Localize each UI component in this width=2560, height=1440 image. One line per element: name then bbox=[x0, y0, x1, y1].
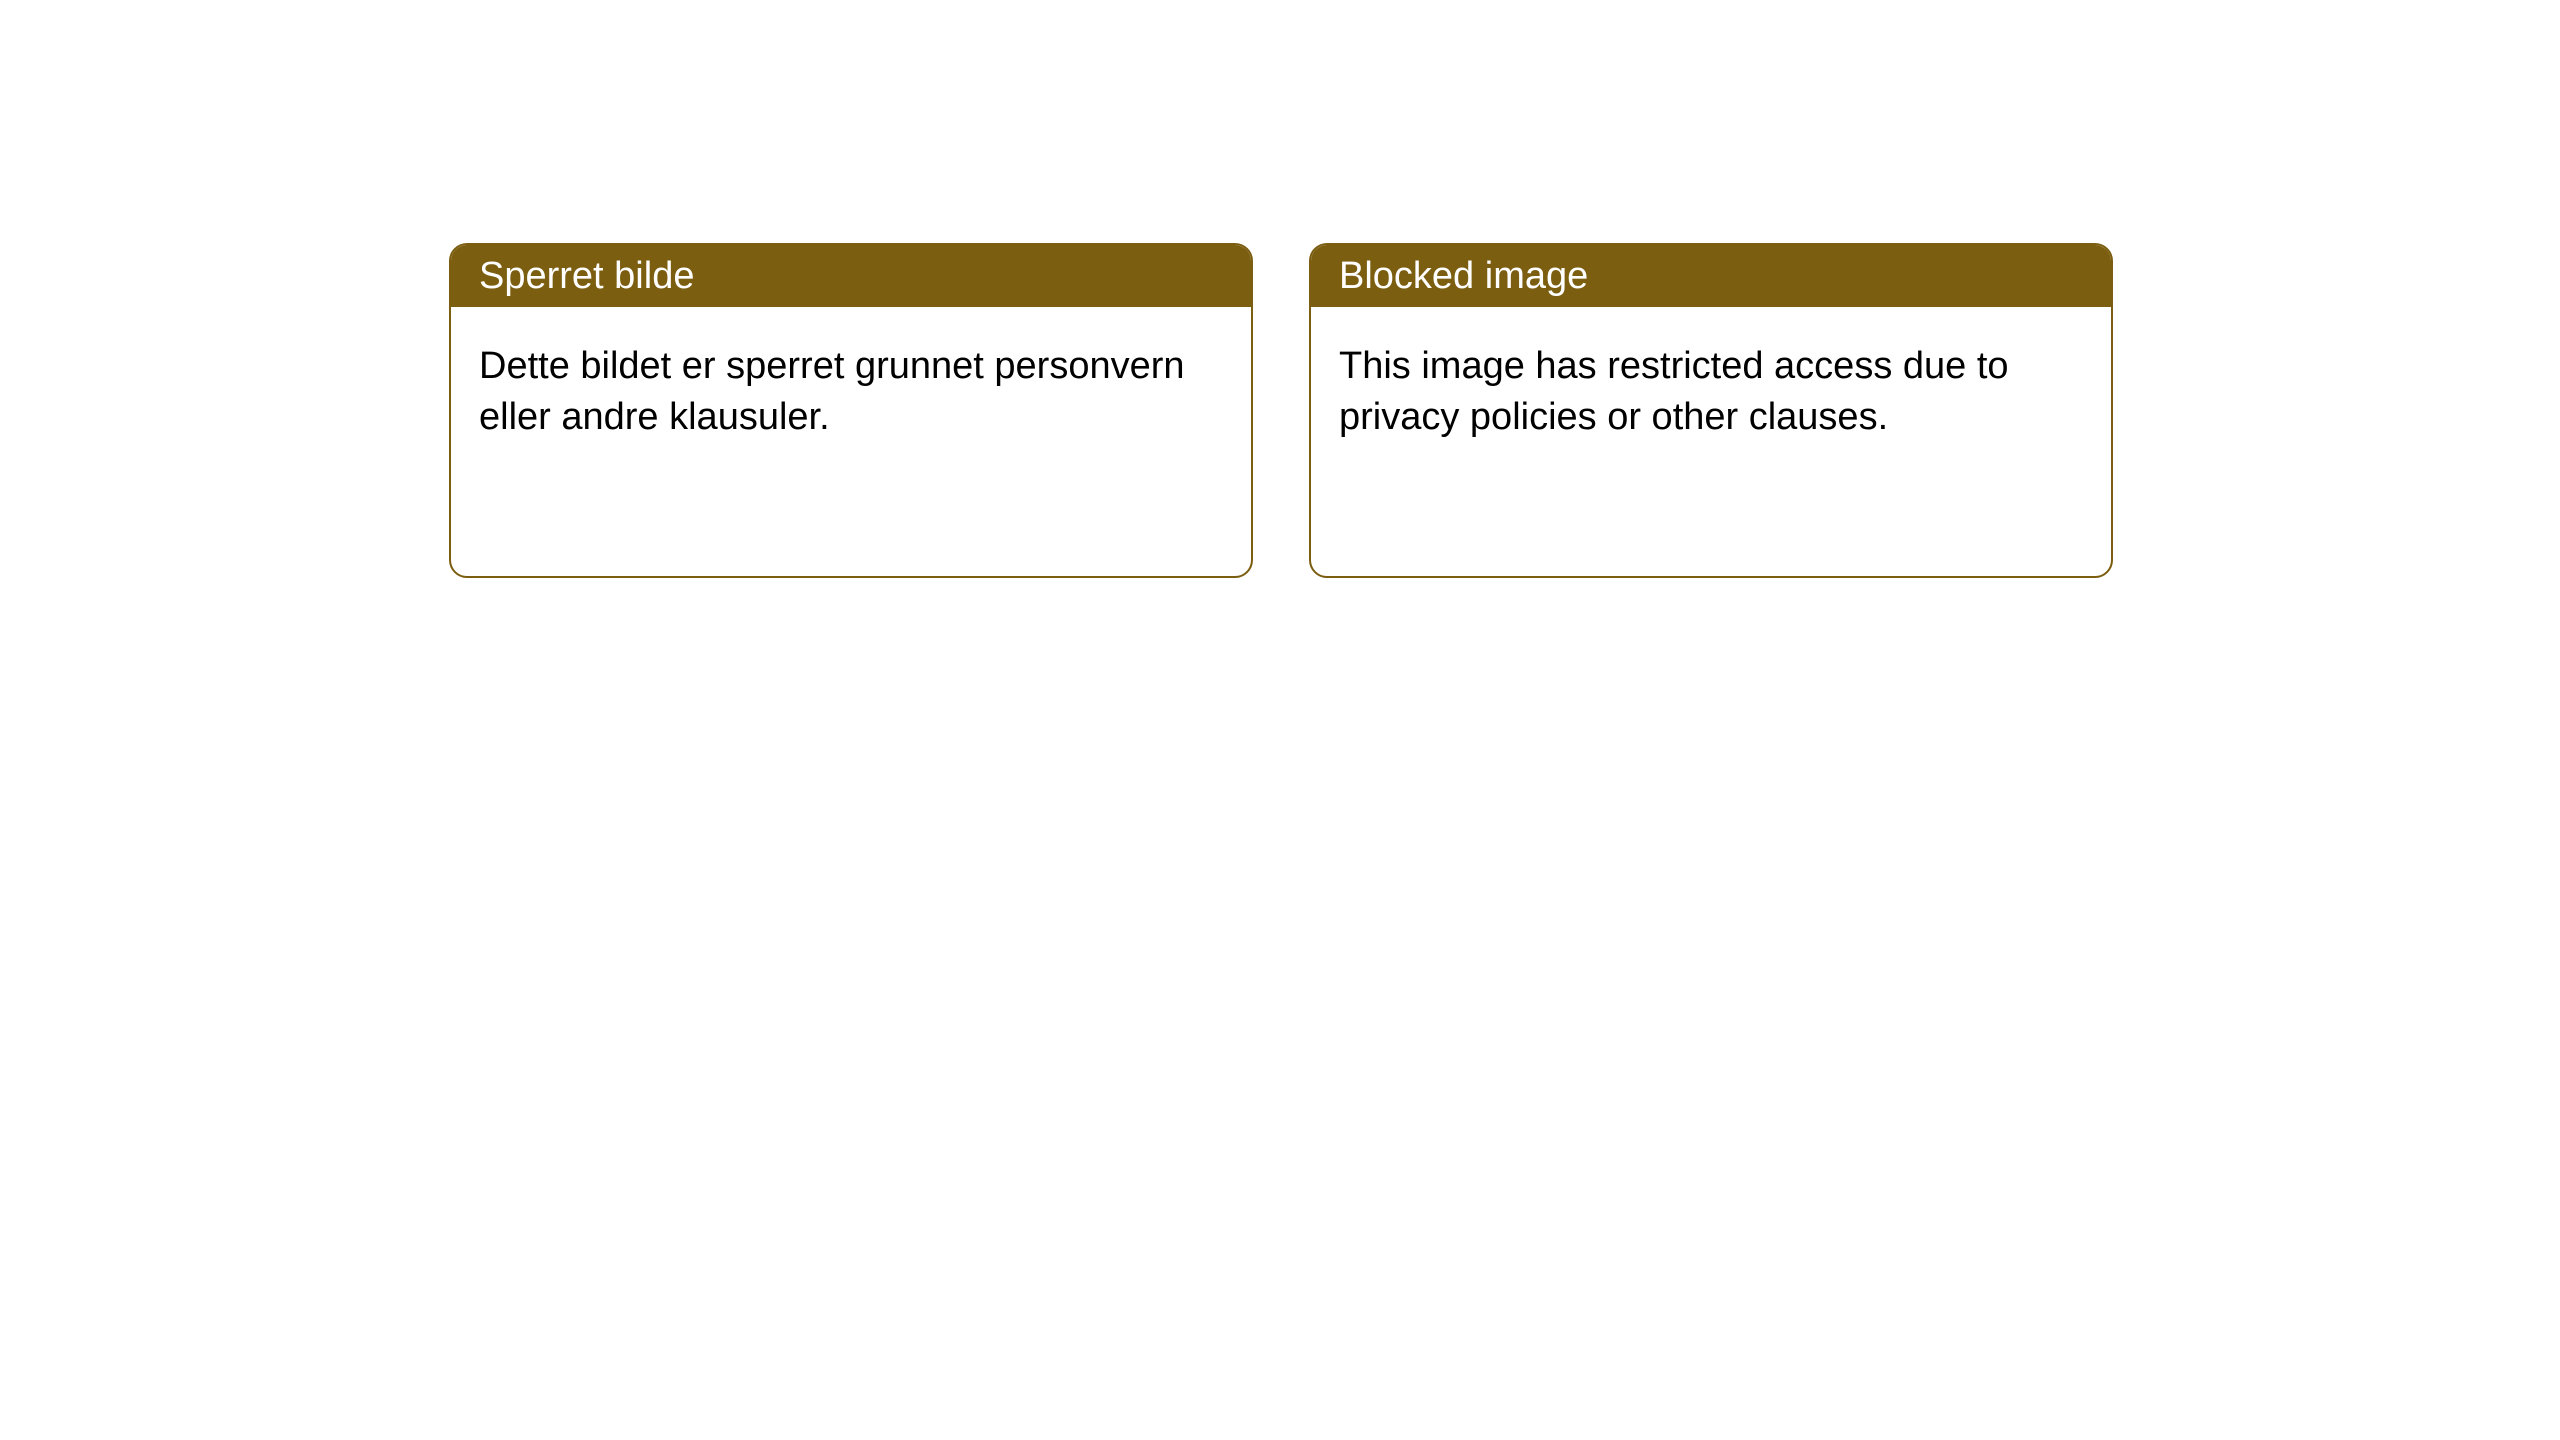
notice-container: Sperret bilde Dette bildet er sperret gr… bbox=[0, 0, 2560, 578]
notice-card-english: Blocked image This image has restricted … bbox=[1309, 243, 2113, 578]
notice-card-header: Sperret bilde bbox=[451, 245, 1251, 307]
notice-card-body: Dette bildet er sperret grunnet personve… bbox=[451, 307, 1251, 478]
notice-card-header: Blocked image bbox=[1311, 245, 2111, 307]
notice-card-body: This image has restricted access due to … bbox=[1311, 307, 2111, 478]
notice-card-title: Sperret bilde bbox=[479, 255, 694, 298]
notice-card-norwegian: Sperret bilde Dette bildet er sperret gr… bbox=[449, 243, 1253, 578]
notice-card-message: This image has restricted access due to … bbox=[1339, 345, 2009, 438]
notice-card-title: Blocked image bbox=[1339, 255, 1588, 298]
notice-card-message: Dette bildet er sperret grunnet personve… bbox=[479, 345, 1185, 438]
